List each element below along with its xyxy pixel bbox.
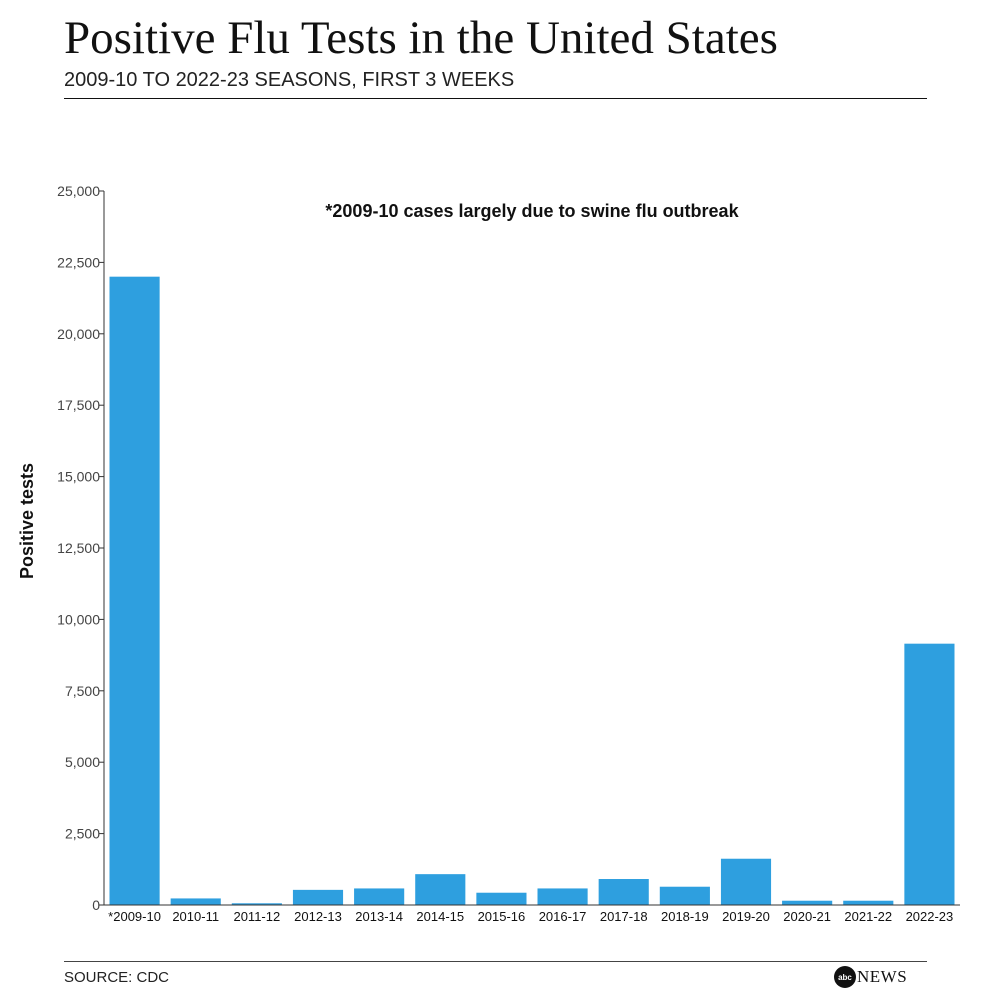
- footer-divider: [64, 961, 927, 962]
- y-tick-label: 5,000: [65, 754, 100, 770]
- x-tick-label: *2009-10: [108, 909, 161, 924]
- x-axis-labels: *2009-10 2010-11 2011-12 2012-13 2013-14 2014…: [108, 909, 953, 924]
- bar: [537, 888, 588, 905]
- abc-news-logo: abc NEWS: [834, 966, 907, 988]
- bar: [476, 892, 527, 905]
- y-tick-label: 22,500: [57, 254, 100, 270]
- abc-logo-icon: abc: [834, 966, 856, 988]
- title-divider: [64, 98, 927, 99]
- x-tick-label: 2021-22: [844, 909, 892, 924]
- bar: [109, 276, 160, 905]
- bar: [292, 889, 344, 905]
- y-tick-label: 10,000: [57, 611, 100, 627]
- bar: [415, 874, 466, 905]
- bar: [720, 858, 772, 905]
- y-tick-label: 25,000: [57, 183, 100, 199]
- chart-subtitle: 2009-10 TO 2022-23 SEASONS, FIRST 3 WEEK…: [64, 69, 515, 91]
- x-tick-label: 2016-17: [539, 909, 587, 924]
- bar: [598, 879, 649, 905]
- x-tick-label: 2018-19: [661, 909, 709, 924]
- x-tick-label: 2017-18: [600, 909, 648, 924]
- logo-wordmark: NEWS: [857, 967, 908, 986]
- y-tick-label: 7,500: [65, 683, 100, 699]
- x-tick-label: 2019-20: [722, 909, 770, 924]
- x-tick-label: 2020-21: [783, 909, 831, 924]
- x-tick-label: 2012-13: [294, 909, 342, 924]
- source-note: SOURCE: CDC: [64, 969, 170, 986]
- bar: [782, 900, 833, 905]
- x-tick-label: 2014-15: [416, 909, 464, 924]
- bar: [231, 903, 282, 905]
- y-tick-label: 15,000: [57, 469, 100, 485]
- y-tick-label: 17,500: [57, 397, 100, 413]
- bar: [843, 900, 894, 905]
- bar: [659, 886, 710, 905]
- bar: [170, 898, 221, 905]
- y-tick-label: 0: [92, 897, 100, 913]
- chart-annotation: *2009-10 cases largely due to swine flu …: [325, 201, 739, 221]
- y-axis: 0 2,500 5,000 7,500 10,000 12,500 15,000 17,500…: [57, 183, 104, 913]
- x-tick-label: 2022-23: [906, 909, 954, 924]
- bar: [354, 888, 405, 905]
- y-tick-label: 20,000: [57, 326, 100, 342]
- bars: [109, 276, 955, 905]
- x-tick-label: 2010-11: [172, 909, 219, 924]
- x-tick-label: 2011-12: [233, 909, 280, 924]
- bar: [904, 643, 955, 905]
- y-tick-label: 12,500: [57, 540, 100, 556]
- chart-title: Positive Flu Tests in the United States: [64, 12, 778, 64]
- x-tick-label: 2013-14: [355, 909, 403, 924]
- x-tick-label: 2015-16: [478, 909, 526, 924]
- y-axis-title: Positive tests: [17, 463, 37, 579]
- y-tick-label: 2,500: [65, 826, 100, 842]
